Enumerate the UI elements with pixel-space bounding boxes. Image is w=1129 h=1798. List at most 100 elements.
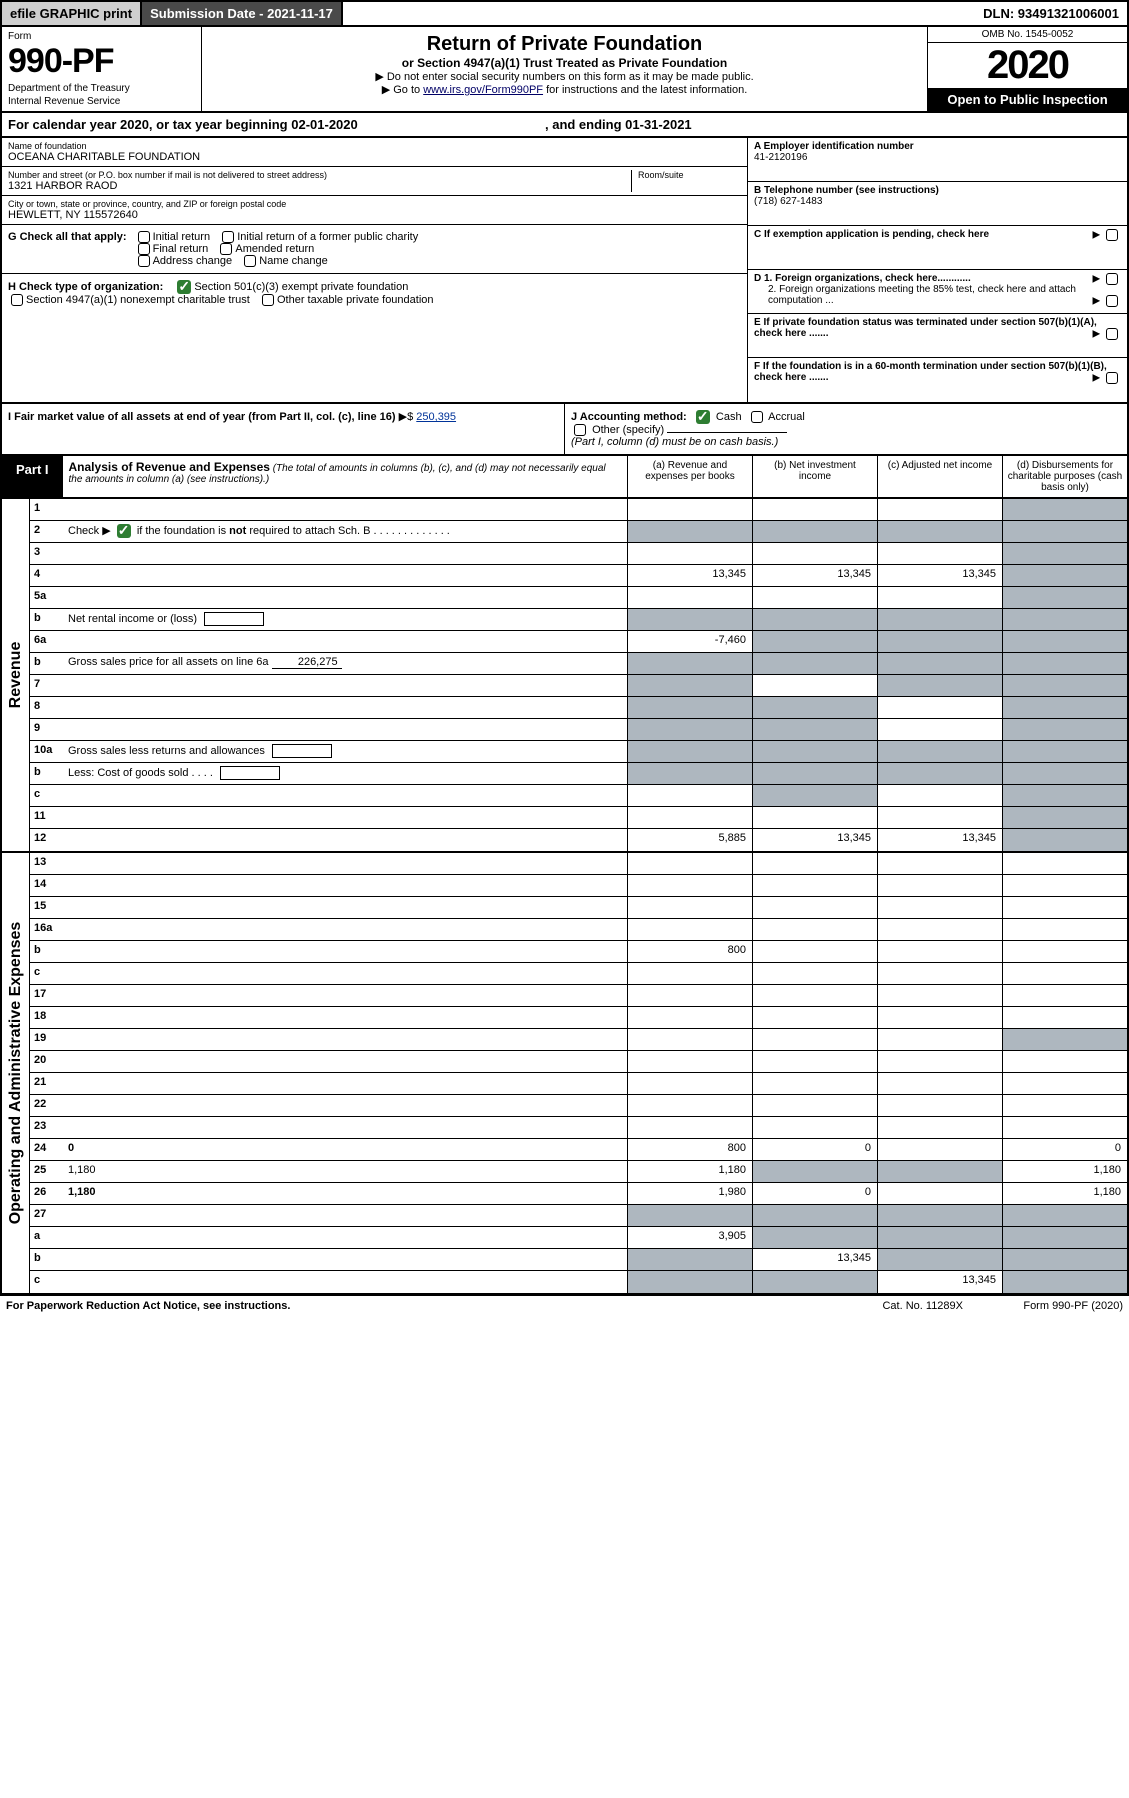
phone-value: (718) 627-1483 <box>754 196 1121 207</box>
cell-c <box>877 543 1002 564</box>
cell-b: 0 <box>752 1183 877 1204</box>
line-number: b <box>30 1249 64 1270</box>
checkbox-amended-return[interactable] <box>220 243 232 255</box>
fmv-link[interactable]: 250,395 <box>416 411 456 423</box>
cell-d <box>1002 897 1127 918</box>
cell-c: 13,345 <box>877 565 1002 586</box>
checkbox-final-return[interactable] <box>138 243 150 255</box>
line-number: 4 <box>30 565 64 586</box>
checkbox-other-taxable[interactable] <box>262 294 274 306</box>
table-row: 5a <box>30 587 1127 609</box>
cell-c <box>877 1007 1002 1028</box>
checkbox-initial-return-former[interactable] <box>222 231 234 243</box>
line-number: 22 <box>30 1095 64 1116</box>
cell-shaded <box>752 521 877 542</box>
section-d1: D 1. Foreign organizations, check here..… <box>754 273 971 284</box>
line-description: Gross sales price for all assets on line… <box>64 653 627 674</box>
table-row: 6a-7,460 <box>30 631 1127 653</box>
cell-b <box>752 499 877 520</box>
cell-c <box>877 897 1002 918</box>
checkbox-name-change[interactable] <box>244 255 256 267</box>
cell-b <box>752 919 877 940</box>
cell-d <box>1002 829 1127 851</box>
line-number: b <box>30 941 64 962</box>
cell-b <box>752 675 877 696</box>
cell-a <box>627 785 752 806</box>
cell-a <box>627 807 752 828</box>
checkbox-address-change[interactable] <box>138 255 150 267</box>
table-row: 20 <box>30 1051 1127 1073</box>
cell-b <box>752 807 877 828</box>
checkbox-other-method[interactable] <box>574 424 586 436</box>
table-row: c <box>30 785 1127 807</box>
name-label: Name of foundation <box>8 141 741 151</box>
cell-b <box>752 1095 877 1116</box>
table-row: 17 <box>30 985 1127 1007</box>
line-description <box>64 985 627 1006</box>
room-label: Room/suite <box>638 170 741 180</box>
ein-value: 41-2120196 <box>754 152 1121 163</box>
line-description: 1,180 <box>64 1183 627 1204</box>
checkbox-85pct[interactable] <box>1106 295 1118 307</box>
cell-shaded <box>877 609 1002 630</box>
checkbox-60month[interactable] <box>1106 372 1118 384</box>
line-description <box>64 853 627 874</box>
city-value: HEWLETT, NY 115572640 <box>8 209 741 221</box>
line-number: 3 <box>30 543 64 564</box>
cell-d <box>1002 807 1127 828</box>
cell-d <box>1002 985 1127 1006</box>
cell-a: 3,905 <box>627 1227 752 1248</box>
city-label: City or town, state or province, country… <box>8 199 741 209</box>
irs-link[interactable]: www.irs.gov/Form990PF <box>423 84 543 96</box>
line-number: b <box>30 763 64 784</box>
line-number: 13 <box>30 853 64 874</box>
cell-a <box>627 985 752 1006</box>
checkbox-501c3[interactable] <box>177 280 191 294</box>
checkbox-initial-return[interactable] <box>138 231 150 243</box>
cell-d <box>1002 1095 1127 1116</box>
line-number: 21 <box>30 1073 64 1094</box>
line-number: 24 <box>30 1139 64 1160</box>
line-description <box>64 697 627 718</box>
checkbox-status-terminated[interactable] <box>1106 328 1118 340</box>
cell-c <box>877 963 1002 984</box>
cell-d <box>1002 675 1127 696</box>
cell-a <box>627 1007 752 1028</box>
cell-c <box>877 1205 1002 1226</box>
cell-shaded <box>877 741 1002 762</box>
line-number: 26 <box>30 1183 64 1204</box>
addr-value: 1321 HARBOR RAOD <box>8 180 631 192</box>
note-ssn: ▶ Do not enter social security numbers o… <box>208 70 921 83</box>
dln: DLN: 93491321006001 <box>975 2 1127 25</box>
section-i-label: I Fair market value of all assets at end… <box>8 411 396 423</box>
line-description: Net rental income or (loss) <box>64 609 627 630</box>
cell-shaded <box>627 521 752 542</box>
table-row: 10aGross sales less returns and allowanc… <box>30 741 1127 763</box>
line-number: b <box>30 653 64 674</box>
checkbox-exemption-pending[interactable] <box>1106 229 1118 241</box>
cell-shaded <box>627 763 752 784</box>
cell-b: 13,345 <box>752 829 877 851</box>
section-j-note: (Part I, column (d) must be on cash basi… <box>571 436 778 448</box>
table-row: 9 <box>30 719 1127 741</box>
side-label-revenue: Revenue <box>7 642 25 709</box>
cell-b <box>752 875 877 896</box>
tax-year: 2020 <box>928 43 1127 88</box>
checkbox-cash[interactable] <box>696 410 710 424</box>
line-description <box>64 875 627 896</box>
checkbox-4947a1[interactable] <box>11 294 23 306</box>
line-number: 23 <box>30 1117 64 1138</box>
line-description <box>64 1073 627 1094</box>
cell-c <box>877 1117 1002 1138</box>
cell-c <box>877 941 1002 962</box>
cell-a: 1,980 <box>627 1183 752 1204</box>
phone-label: B Telephone number (see instructions) <box>754 185 1121 196</box>
table-row: 22 <box>30 1095 1127 1117</box>
checkbox-foreign-org[interactable] <box>1106 273 1118 285</box>
line-number: 1 <box>30 499 64 520</box>
cell-shaded <box>877 521 1002 542</box>
table-row: b800 <box>30 941 1127 963</box>
cell-a <box>627 963 752 984</box>
checkbox-accrual[interactable] <box>751 411 763 423</box>
checkbox-sch-b[interactable] <box>117 524 131 538</box>
